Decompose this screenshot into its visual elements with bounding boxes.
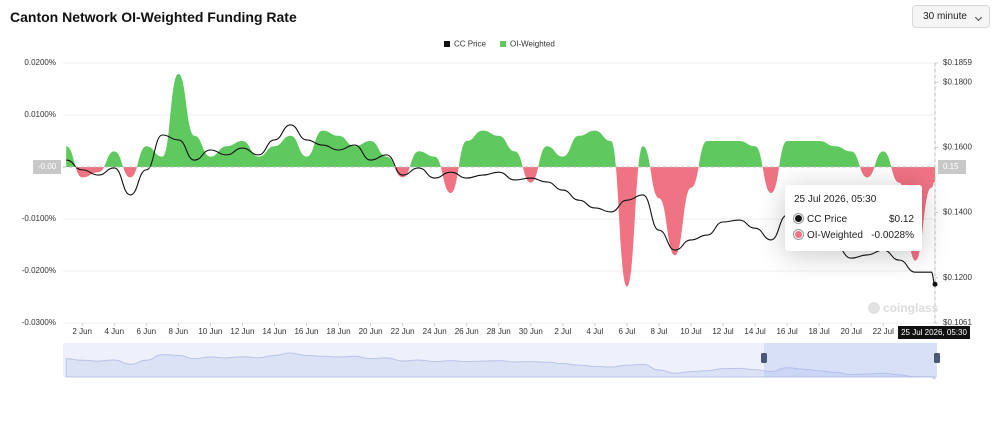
legend-label: CC Price [454,40,487,49]
legend-label: OI-Weighted [510,40,555,49]
x-tick-label: 14 Jun [262,327,286,336]
x-tick-label: 24 Jun [423,327,447,336]
y2-tick-label: $0.1800 [943,77,972,86]
y-tick-label: 0.0100% [24,110,56,119]
watermark: coinglass [883,301,939,315]
crosshair-x-label: 25 Jul 2026, 05:30 [901,328,967,337]
chart-title: Canton Network OI-Weighted Funding Rate [10,9,297,25]
crosshair-y-box [33,160,61,174]
tooltip-title: 25 Jul 2026, 05:30 [794,194,877,205]
tooltip-dot [794,214,803,223]
x-tick-label: 4 Jun [104,327,124,336]
x-tick-label: 16 Jun [294,327,318,336]
x-tick-label: 18 Jul [808,327,830,336]
funding-area-negative [66,167,935,287]
x-tick-label: 20 Jul [841,327,863,336]
y2-tick-label: $0.1061 [943,318,972,327]
x-tick-label: 12 Jul [712,327,734,336]
tooltip-row: OI-Weighted -0.0028% [794,230,914,244]
x-tick-label: 8 Jun [169,327,189,336]
x-tick-label: 30 Jun [519,327,543,336]
x-tick-label: 22 Jul [873,327,895,336]
x-tick-label: 2 Jul [554,327,571,336]
y2-tick-label: $0.1200 [943,273,972,282]
y2-tick-label: $0.1859 [943,58,972,67]
x-tick-label: 12 Jun [230,327,254,336]
x-tick-label: 26 Jun [455,327,479,336]
x-tick-label: 18 Jun [327,327,351,336]
interval-select[interactable]: 30 minute [912,5,990,28]
x-tick-label: 16 Jul [776,327,798,336]
x-tick-label: 20 Jun [359,327,383,336]
tooltip-row: CC Price $0.12 [794,214,914,228]
tooltip-dot [794,230,803,239]
x-tick-label: 4 Jul [586,327,603,336]
tooltip-value: $0.12 [888,214,914,225]
x-tick-label: 28 Jun [487,327,511,336]
y-tick-label: 0.0200% [24,58,56,67]
x-tick-label: 10 Jun [198,327,222,336]
navigator-selection [764,343,937,377]
crosshair-y2-box [938,160,966,174]
tooltip-value: -0.0028% [871,230,914,241]
watermark-icon [868,302,880,314]
y-tick-label: -0.0300% [22,318,56,327]
navigator-area [65,352,936,380]
x-tick-label: 8 Jul [651,327,668,336]
x-tick-label: 6 Jun [137,327,157,336]
tooltip-name: OI-Weighted [807,230,863,241]
funding-area-positive [66,73,935,167]
y-tick-label: -0.0100% [22,214,56,223]
x-tick-label: 14 Jul [744,327,766,336]
tooltip: 25 Jul 2026, 05:30 CC Price $0.12 OI-Weig… [785,185,922,251]
x-tick-label: 10 Jul [680,327,702,336]
y-tick-label: -0.0200% [22,266,56,275]
x-tick-label: 6 Jul [618,327,635,336]
crosshair-y-label: -0.00 [38,162,57,171]
legend: CC Price OI-Weighted [444,40,555,49]
tooltip-name: CC Price [807,214,848,225]
y2-tick-label: $0.1600 [943,142,972,151]
x-tick-label: 2 Jun [72,327,92,336]
x-tick-label: 22 Jun [391,327,415,336]
crosshair-y2-label: 0.15 [943,162,959,171]
crosshair-x-box [898,326,970,339]
navigator-handle[interactable] [934,353,940,363]
crosshair-point [932,281,938,287]
y2-tick-label: $0.1400 [943,208,972,217]
legend-swatch [444,41,450,47]
legend-swatch [500,41,507,47]
navigator-handle[interactable] [761,353,767,363]
